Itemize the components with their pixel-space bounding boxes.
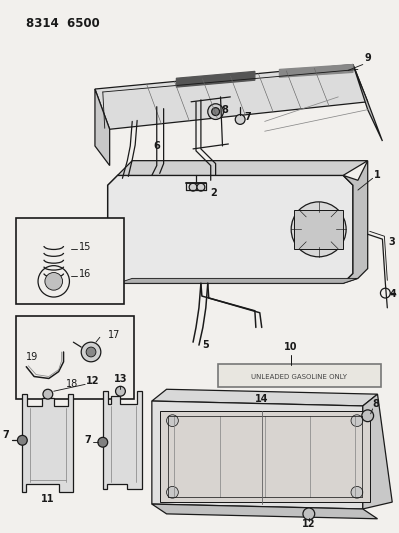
Circle shape	[18, 435, 27, 445]
Polygon shape	[118, 278, 358, 284]
Polygon shape	[108, 175, 353, 284]
Text: 19: 19	[26, 352, 39, 362]
Polygon shape	[22, 394, 73, 492]
Circle shape	[166, 415, 178, 426]
Text: 5: 5	[202, 340, 209, 350]
Text: 2: 2	[210, 188, 217, 198]
Bar	[16, 316, 134, 399]
Text: 8: 8	[373, 399, 379, 409]
Polygon shape	[363, 394, 392, 509]
Circle shape	[301, 212, 336, 247]
FancyBboxPatch shape	[217, 364, 381, 387]
Text: 11: 11	[41, 494, 55, 504]
Circle shape	[351, 487, 363, 498]
Text: 15: 15	[79, 242, 92, 252]
Text: 3: 3	[389, 237, 395, 247]
Circle shape	[81, 342, 101, 362]
Circle shape	[189, 183, 197, 191]
Polygon shape	[95, 64, 368, 130]
Polygon shape	[294, 209, 343, 249]
Text: 1: 1	[374, 171, 381, 180]
Circle shape	[212, 108, 219, 116]
Text: 8314  6500: 8314 6500	[26, 18, 100, 30]
Polygon shape	[353, 64, 382, 141]
Circle shape	[45, 272, 63, 290]
Text: 16: 16	[79, 270, 91, 279]
Circle shape	[362, 410, 373, 422]
Text: 8: 8	[221, 104, 228, 115]
Circle shape	[86, 347, 96, 357]
Circle shape	[351, 415, 363, 426]
Polygon shape	[279, 64, 353, 77]
Circle shape	[303, 508, 315, 520]
Text: 9: 9	[364, 53, 371, 63]
Text: UNLEADED GASOLINE ONLY: UNLEADED GASOLINE ONLY	[251, 374, 347, 379]
Text: 18: 18	[65, 379, 78, 390]
Bar	[16, 217, 124, 304]
Polygon shape	[152, 389, 377, 406]
Text: 7: 7	[3, 430, 10, 440]
Text: 17: 17	[108, 330, 120, 340]
Polygon shape	[152, 504, 377, 519]
Text: 7: 7	[245, 112, 251, 123]
Text: 14: 14	[255, 394, 269, 404]
Polygon shape	[160, 411, 369, 502]
Circle shape	[291, 202, 346, 257]
Text: 7: 7	[85, 435, 91, 445]
Circle shape	[235, 115, 245, 124]
Polygon shape	[103, 391, 142, 489]
Circle shape	[166, 487, 178, 498]
Polygon shape	[95, 89, 110, 166]
Polygon shape	[118, 160, 368, 175]
Text: 12: 12	[302, 519, 316, 529]
Text: 4: 4	[390, 289, 397, 299]
Polygon shape	[152, 401, 363, 509]
Circle shape	[208, 104, 223, 119]
Text: 13: 13	[114, 375, 127, 384]
Circle shape	[116, 386, 125, 396]
Text: 10: 10	[284, 342, 298, 352]
Circle shape	[197, 183, 205, 191]
Circle shape	[98, 438, 108, 447]
Polygon shape	[176, 71, 255, 87]
Text: 6: 6	[153, 141, 160, 151]
Polygon shape	[343, 160, 368, 284]
Circle shape	[43, 389, 53, 399]
Text: 12: 12	[86, 376, 100, 386]
